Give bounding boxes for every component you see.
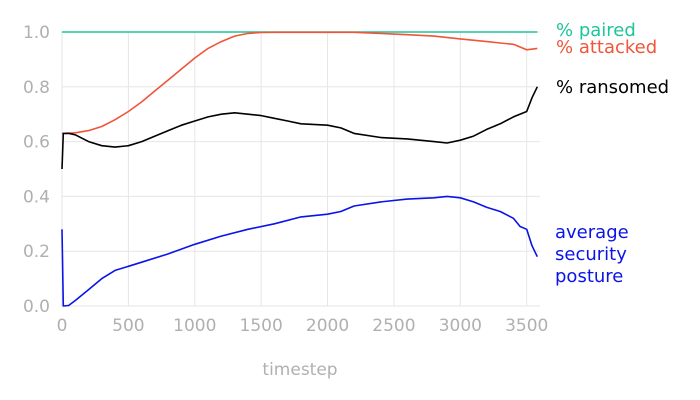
x-tick-label: 0 bbox=[57, 316, 68, 336]
y-tick-label: 0.2 bbox=[23, 242, 50, 262]
x-tick-label: 3000 bbox=[439, 316, 482, 336]
y-axis-ticks: 0.0 0.2 0.4 0.6 0.8 1.0 bbox=[23, 23, 50, 317]
series-label-line: posture bbox=[555, 266, 623, 287]
y-tick-label: 0.6 bbox=[23, 133, 50, 153]
series-label-line: average bbox=[555, 222, 629, 243]
series-line-2 bbox=[61, 86, 539, 170]
x-axis-ticks: 0 500 1000 1500 2000 2500 3000 3500 bbox=[57, 316, 549, 336]
x-axis-title: timestep bbox=[262, 360, 337, 380]
series-line-1 bbox=[61, 31, 538, 135]
x-tick-label: 500 bbox=[112, 316, 144, 336]
x-tick-label: 3500 bbox=[505, 316, 548, 336]
series-label-1: % attacked bbox=[556, 37, 657, 58]
x-tick-label: 2000 bbox=[306, 316, 349, 336]
series-line-3 bbox=[61, 195, 539, 307]
y-tick-label: 0.8 bbox=[23, 78, 50, 98]
series-label-3: average security posture bbox=[555, 222, 629, 287]
series-layer bbox=[61, 31, 539, 307]
series-label-line: % paired bbox=[556, 20, 636, 41]
y-tick-label: 1.0 bbox=[23, 23, 50, 43]
y-tick-label: 0.4 bbox=[23, 187, 50, 207]
y-tick-label: 0.0 bbox=[23, 297, 50, 317]
x-tick-label: 2500 bbox=[372, 316, 415, 336]
series-label-line: security bbox=[555, 244, 627, 265]
series-label-0: % paired bbox=[556, 20, 636, 41]
series-label-line: % attacked bbox=[556, 37, 657, 58]
series-label-2: % ransomed bbox=[556, 77, 669, 98]
x-tick-label: 1500 bbox=[240, 316, 283, 336]
series-label-line: % ransomed bbox=[556, 77, 669, 98]
series-labels: % paired% attacked % ransomed average secur… bbox=[555, 20, 669, 287]
x-tick-label: 1000 bbox=[173, 316, 216, 336]
